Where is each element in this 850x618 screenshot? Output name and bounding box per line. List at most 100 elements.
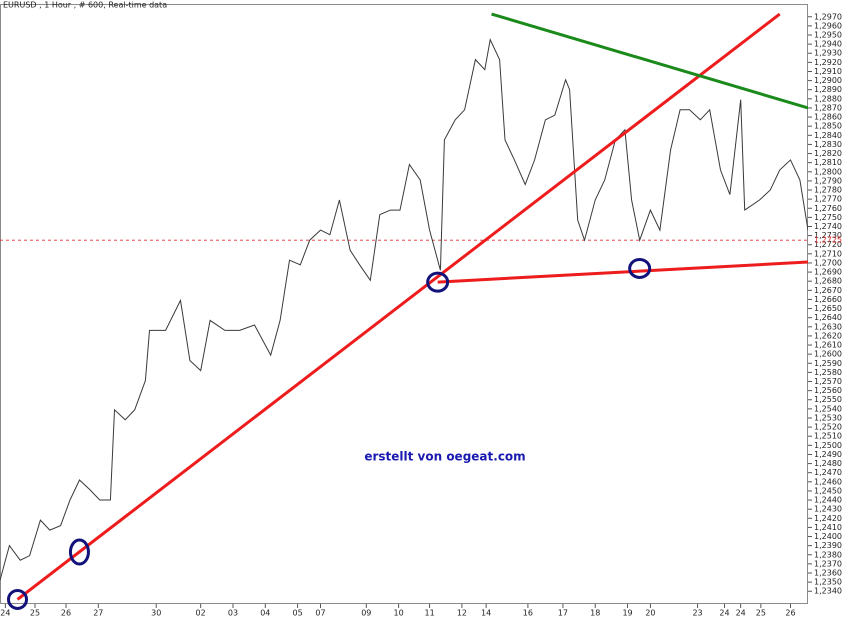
plot-area — [0, 12, 808, 601]
y-tick-label: 1,2940 — [814, 40, 842, 49]
marker-circle — [628, 257, 652, 279]
x-tick-label: 26 — [785, 609, 795, 618]
y-tick-label: 1,2860 — [814, 113, 842, 122]
x-tick-label: 17 — [558, 609, 568, 618]
y-tick-label: 1,2930 — [814, 49, 842, 58]
y-tick-label: 1,2830 — [814, 140, 842, 149]
axes: 1,23401,23501,23601,23701,23801,23901,24… — [0, 12, 842, 617]
y-tick-label: 1,2700 — [814, 258, 842, 267]
trend-line — [16, 12, 781, 601]
x-tick-label: 09 — [361, 609, 371, 618]
y-tick-label: 1,2430 — [814, 505, 842, 514]
x-tick-label: 25 — [30, 609, 40, 618]
y-tick-label: 1,2420 — [814, 514, 842, 523]
y-tick-label: 1,2510 — [814, 432, 842, 441]
x-tick-label: 23 — [692, 609, 702, 618]
x-tick-label: 07 — [315, 609, 325, 618]
y-tick-label: 1,2640 — [814, 313, 842, 322]
y-tick-label: 1,2660 — [814, 295, 842, 304]
x-tick-label: 25 — [756, 609, 766, 618]
y-tick-label: 1,2560 — [814, 386, 842, 395]
y-tick-label: 1,2480 — [814, 459, 842, 468]
y-tick-label: 1,2710 — [814, 249, 842, 258]
y-tick-label: 1,2360 — [814, 568, 842, 577]
y-tick-label: 1,2410 — [814, 523, 842, 532]
x-tick-label: 12 — [457, 609, 467, 618]
y-tick-label: 1,2440 — [814, 496, 842, 505]
marker-circle — [68, 538, 90, 566]
x-tick-label: 16 — [523, 609, 533, 618]
y-tick-label: 1,2530 — [814, 413, 842, 422]
x-tick-label: 10 — [394, 609, 404, 618]
y-tick-label: 1,2760 — [814, 204, 842, 213]
y-tick-label: 1,2890 — [814, 85, 842, 94]
y-tick-label: 1,2720 — [814, 240, 842, 249]
y-tick-label: 1,2780 — [814, 186, 842, 195]
y-tick-label: 1,2450 — [814, 486, 842, 495]
y-tick-label: 1,2550 — [814, 395, 842, 404]
y-tick-label: 1,2870 — [814, 103, 842, 112]
y-tick-label: 1,2950 — [814, 31, 842, 40]
y-tick-label: 1,2970 — [814, 12, 842, 21]
y-tick-label: 1,2600 — [814, 350, 842, 359]
y-tick-label: 1,2570 — [814, 377, 842, 386]
y-tick-label: 1,2690 — [814, 268, 842, 277]
x-tick-label: 27 — [93, 609, 103, 618]
y-tick-label: 1,2850 — [814, 122, 842, 131]
x-tick-label: 26 — [61, 609, 71, 618]
y-tick-label: 1,2500 — [814, 441, 842, 450]
x-tick-label: 30 — [151, 609, 161, 618]
marker-circle — [426, 271, 450, 293]
y-tick-label: 1,2810 — [814, 158, 842, 167]
x-tick-label: 24 — [736, 609, 746, 618]
y-tick-label: 1,2630 — [814, 322, 842, 331]
chart-title: EURUSD , 1 Hour , # 600, Real-time data — [3, 1, 167, 10]
trend-line — [491, 12, 808, 110]
x-tick-label: 20 — [645, 609, 655, 618]
y-tick-label: 1,2580 — [814, 368, 842, 377]
x-tick-label: 19 — [622, 609, 632, 618]
y-tick-label: 1,2820 — [814, 149, 842, 158]
y-tick-label: 1,2460 — [814, 477, 842, 486]
y-tick-label: 1,2350 — [814, 578, 842, 587]
y-tick-label: 1,2740 — [814, 222, 842, 231]
y-tick-label: 1,2470 — [814, 468, 842, 477]
x-tick-label: 11 — [424, 609, 434, 618]
y-tick-label: 1,2650 — [814, 304, 842, 313]
x-tick-label: 14 — [481, 609, 491, 618]
y-tick-label: 1,2840 — [814, 131, 842, 140]
y-tick-label: 1,2800 — [814, 167, 842, 176]
y-tick-label: 1,2960 — [814, 21, 842, 30]
y-tick-label: 1,2390 — [814, 541, 842, 550]
y-tick-label: 1,2380 — [814, 550, 842, 559]
y-tick-label: 1,2920 — [814, 58, 842, 67]
price-line — [0, 37, 808, 581]
y-tick-label: 1,2610 — [814, 341, 842, 350]
x-tick-label: 05 — [293, 609, 303, 618]
y-tick-label: 1,2620 — [814, 331, 842, 340]
annotation: erstellt von oegeat.com — [364, 450, 525, 464]
y-tick-label: 1,2910 — [814, 67, 842, 76]
x-tick-label: 02 — [196, 609, 206, 618]
y-tick-label: 1,2880 — [814, 94, 842, 103]
y-tick-label: 1,2370 — [814, 559, 842, 568]
x-tick-label: 24 — [0, 609, 10, 618]
x-tick-label: 03 — [228, 609, 238, 618]
y-tick-label: 1,2790 — [814, 176, 842, 185]
y-tick-label: 1,2730 — [814, 231, 842, 240]
y-tick-label: 1,2680 — [814, 277, 842, 286]
trend-line — [437, 260, 808, 284]
y-tick-label: 1,2490 — [814, 450, 842, 459]
marker-circle — [7, 588, 29, 610]
current-price-label: 1,2725 — [814, 236, 842, 245]
x-tick-label: 04 — [260, 609, 270, 618]
y-tick-label: 1,2540 — [814, 404, 842, 413]
y-tick-label: 1,2590 — [814, 359, 842, 368]
y-tick-label: 1,2770 — [814, 195, 842, 204]
y-tick-label: 1,2520 — [814, 423, 842, 432]
x-tick-label: 18 — [590, 609, 600, 618]
x-tick-label: 24 — [719, 609, 729, 618]
y-tick-label: 1,2340 — [814, 587, 842, 596]
y-tick-label: 1,2400 — [814, 532, 842, 541]
